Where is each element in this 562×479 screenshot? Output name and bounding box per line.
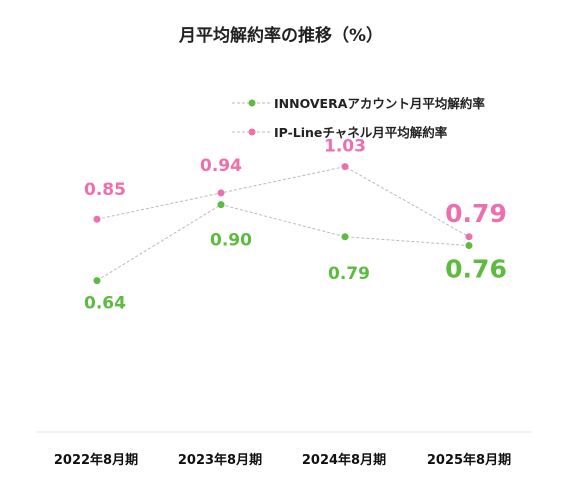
series-line-ipline: [96, 166, 470, 238]
legend-marker-innovera: [248, 99, 256, 107]
data-label-innovera-0: 0.64: [84, 294, 126, 314]
legend-label-ipline: IP-Lineチャネル月平均解約率: [274, 125, 448, 140]
data-label-innovera-2: 0.79: [328, 264, 370, 284]
legend-item-ipline: IP-Lineチャネル月平均解約率: [232, 125, 448, 140]
x-tick-label-3: 2025年8月期: [427, 452, 511, 468]
data-point-innovera-2: [341, 233, 349, 241]
data-point-innovera-0: [93, 277, 101, 285]
data-point-ipline-3: [465, 233, 473, 241]
data-label-ipline-0: 0.85: [84, 180, 126, 200]
data-point-innovera-1: [217, 201, 225, 209]
data-label-innovera-3: 0.76: [445, 255, 507, 284]
series-layer: 0.64 0.90 0.79 0.76 0.85 0.94 1.03 0.79: [84, 137, 507, 314]
data-label-ipline-1: 0.94: [200, 156, 242, 176]
chart-title: 月平均解約率の推移（%）: [178, 25, 383, 46]
legend-label-innovera: INNOVERAアカウント月平均解約率: [274, 96, 485, 111]
x-tick-label-1: 2023年8月期: [178, 452, 262, 468]
series-line-innovera: [96, 204, 470, 282]
x-tick-label-2: 2024年8月期: [302, 452, 386, 468]
data-point-ipline-0: [93, 215, 101, 223]
data-label-innovera-1: 0.90: [210, 231, 252, 251]
data-label-ipline-2: 1.03: [324, 137, 366, 157]
x-axis-labels: 2022年8月期 2023年8月期 2024年8月期 2025年8月期: [54, 452, 511, 468]
data-point-ipline-1: [217, 189, 225, 197]
data-point-ipline-2: [341, 163, 349, 171]
legend-marker-ipline: [248, 128, 256, 136]
x-tick-label-0: 2022年8月期: [54, 452, 138, 468]
data-label-ipline-3: 0.79: [445, 199, 507, 228]
legend: INNOVERAアカウント月平均解約率 IP-Lineチャネル月平均解約率: [232, 96, 485, 140]
data-point-innovera-3: [465, 242, 473, 250]
legend-item-innovera: INNOVERAアカウント月平均解約率: [232, 96, 485, 111]
